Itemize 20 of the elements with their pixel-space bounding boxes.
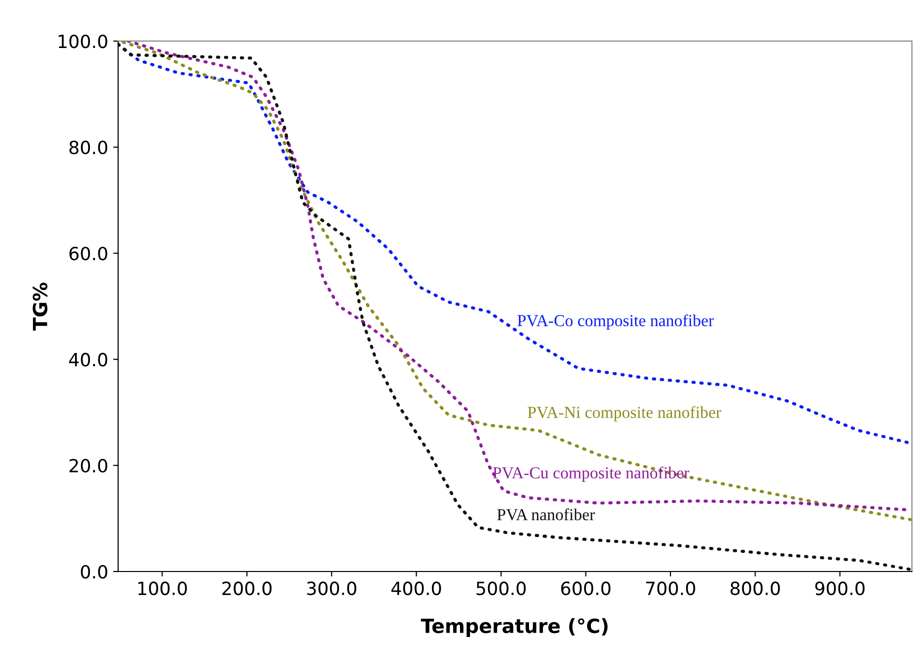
x-tick-label: 600.0 — [561, 582, 610, 596]
y-tick-label: 20.0 — [70, 458, 108, 473]
x-tick-label: 100.0 — [138, 582, 187, 596]
series-label: PVA-Ni composite nanofiber — [528, 406, 722, 422]
x-tick-label: 700.0 — [646, 582, 696, 596]
y-axis-title: TG% — [32, 282, 48, 331]
y-tick-label: 60.0 — [69, 246, 108, 260]
x-axis-title: Temperature (°C) — [420, 618, 608, 637]
y-tick-label: 0.0 — [80, 564, 108, 579]
series-label: PVA nanofiber — [497, 508, 595, 520]
series-label: PVA-Co composite nanofiber — [518, 314, 714, 330]
y-tick-label: 100.0 — [58, 34, 108, 48]
x-tick-label: 300.0 — [307, 582, 356, 596]
x-tick-label: 500.0 — [476, 582, 526, 596]
x-tick-label: 800.0 — [730, 582, 780, 596]
x-tick-label: 200.0 — [222, 582, 272, 596]
y-tick-label: 40.0 — [69, 352, 108, 366]
x-tick-label: 400.0 — [391, 582, 441, 596]
x-tick-label: 900.0 — [815, 582, 865, 596]
y-tick-label: 80.0 — [69, 140, 108, 154]
